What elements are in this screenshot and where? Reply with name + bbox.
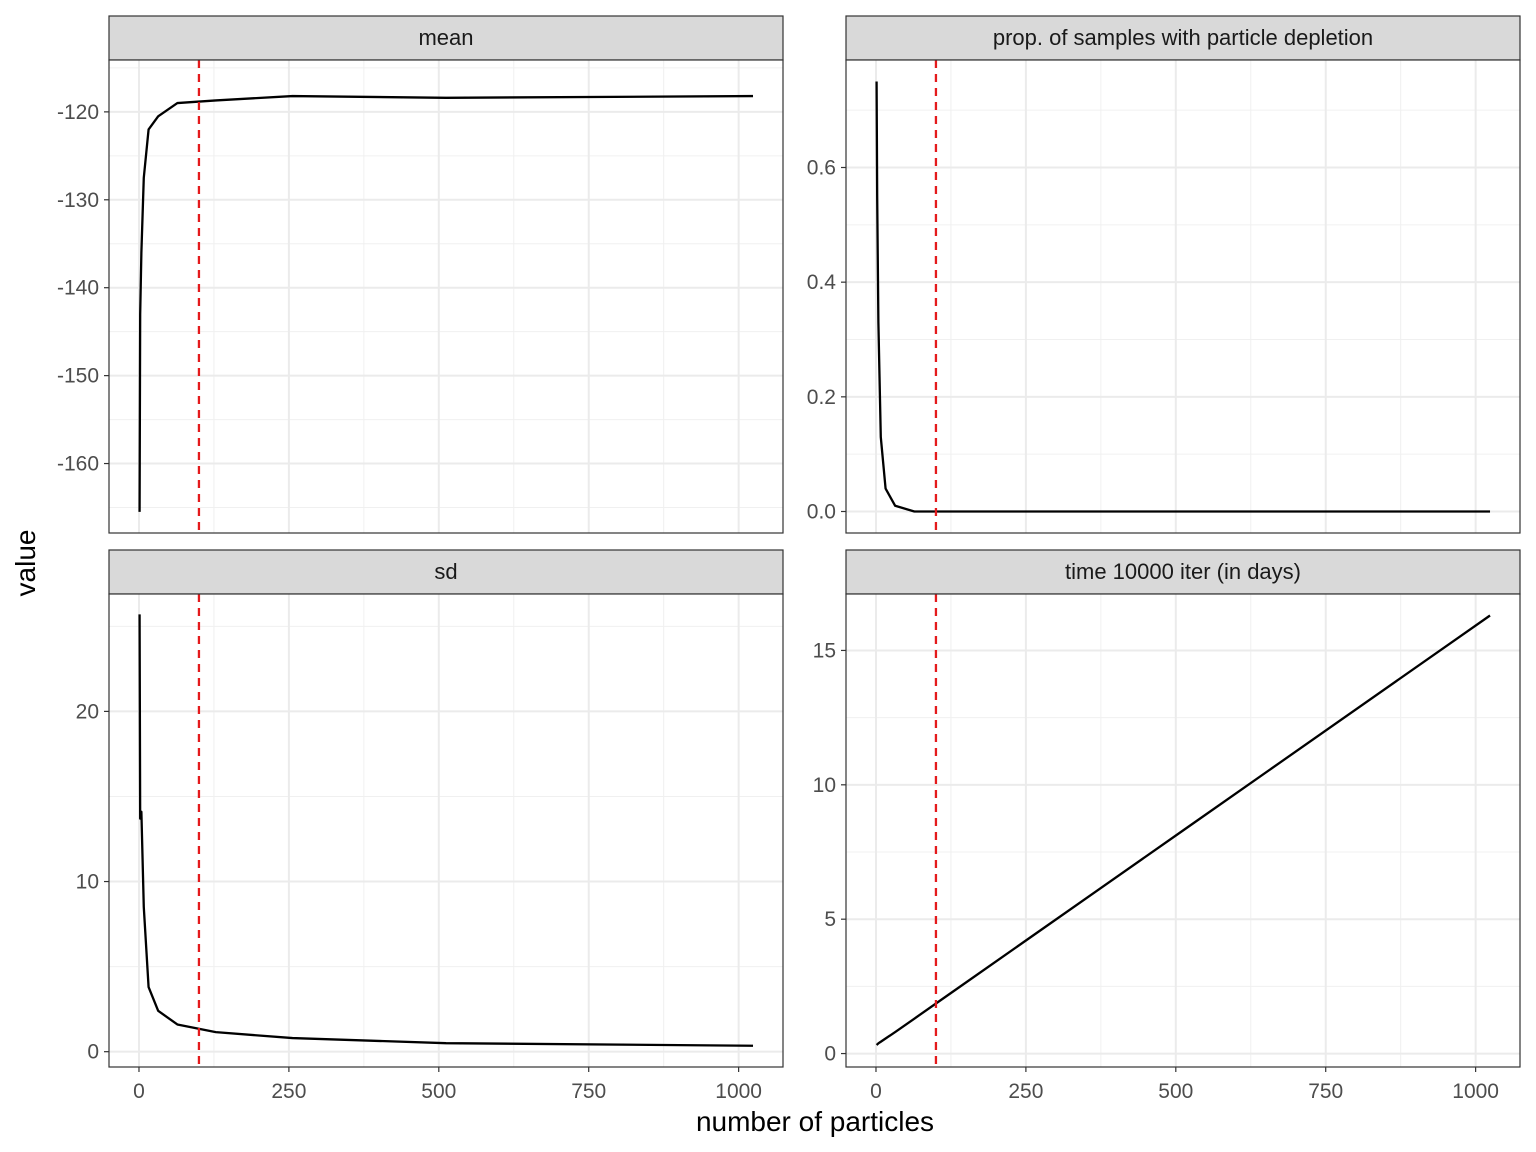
series-line bbox=[875, 81, 1491, 513]
y-tick-label: 0.6 bbox=[807, 157, 836, 180]
x-tick-label: 0 bbox=[133, 1080, 145, 1103]
panel-border bbox=[845, 59, 1521, 534]
y-tick-label: 20 bbox=[76, 700, 99, 723]
x-tick-label: 500 bbox=[1158, 1080, 1193, 1103]
facet-strip bbox=[108, 15, 784, 61]
x-tick-label: 500 bbox=[421, 1080, 456, 1103]
y-axis-title: value bbox=[10, 530, 41, 597]
x-tick-label: 1000 bbox=[1452, 1080, 1499, 1103]
series-line bbox=[875, 614, 1491, 1046]
y-tick-label: -160 bbox=[57, 453, 99, 476]
y-tick-label: 0.4 bbox=[807, 271, 837, 294]
y-tick-label: 15 bbox=[813, 639, 836, 662]
y-tick-label: 0 bbox=[87, 1041, 99, 1064]
facet-strip-title: sd bbox=[434, 559, 457, 584]
series-line bbox=[138, 614, 754, 1047]
x-axis-title: number of particles bbox=[696, 1106, 934, 1137]
y-tick-label: 0.0 bbox=[807, 501, 836, 524]
x-tick-label: 1000 bbox=[715, 1080, 762, 1103]
facet-panel-1: mean -160 -150 -140 -130 -120 bbox=[57, 15, 784, 534]
y-tick-label: -150 bbox=[57, 365, 99, 388]
y-tick-label: -120 bbox=[57, 101, 99, 124]
x-tick-label: 750 bbox=[571, 1080, 606, 1103]
panel-background bbox=[109, 594, 783, 1067]
panel-background bbox=[109, 60, 783, 533]
facet-panel-3: sd 0 10 20 0 250 500 750 1000 bbox=[76, 549, 784, 1103]
panel-border bbox=[108, 59, 784, 534]
x-tick-label: 250 bbox=[271, 1080, 306, 1103]
x-tick-label: 750 bbox=[1308, 1080, 1343, 1103]
panel-border bbox=[845, 593, 1521, 1068]
facet-strip bbox=[845, 15, 1521, 61]
panel-background bbox=[846, 60, 1520, 533]
facet-strip-title: mean bbox=[418, 25, 473, 50]
facet-strip-title: prop. of samples with particle depletion bbox=[993, 25, 1373, 50]
y-tick-label: 5 bbox=[824, 908, 836, 931]
facet-panel-2: prop. of samples with particle depletion… bbox=[807, 15, 1521, 534]
y-tick-label: 10 bbox=[813, 774, 836, 797]
facet-panel-4: time 10000 iter (in days) 0 5 10 15 0 250 500 75… bbox=[813, 549, 1521, 1103]
x-tick-label: 250 bbox=[1008, 1080, 1043, 1103]
facet-strip-title: time 10000 iter (in days) bbox=[1065, 559, 1301, 584]
y-tick-label: 0.2 bbox=[807, 386, 836, 409]
x-tick-label: 0 bbox=[870, 1080, 882, 1103]
y-tick-label: 10 bbox=[76, 871, 99, 894]
y-tick-label: 0 bbox=[824, 1043, 836, 1066]
series-line bbox=[138, 94, 754, 512]
y-tick-label: -140 bbox=[57, 277, 99, 300]
panels: mean -160 -150 -140 -130 -120 prop. of samples… bbox=[57, 15, 1521, 1103]
panel-border bbox=[108, 593, 784, 1068]
facet-strip bbox=[108, 549, 784, 595]
y-tick-label: -130 bbox=[57, 189, 99, 212]
facet-strip bbox=[845, 549, 1521, 595]
